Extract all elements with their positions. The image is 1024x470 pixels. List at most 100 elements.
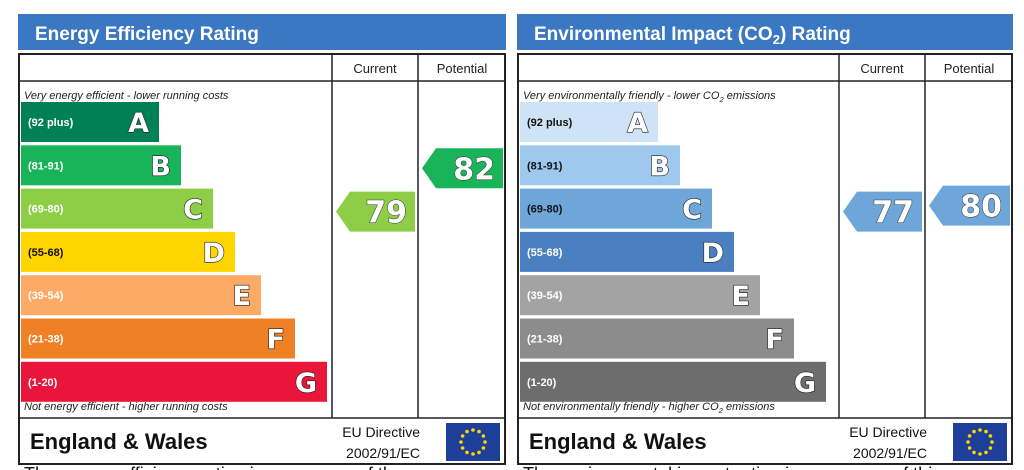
chart-frame	[18, 53, 506, 465]
bottom-note: Not environmentally friendly - higher CO…	[523, 401, 775, 415]
band-bar-e	[21, 275, 261, 316]
band-range-e: (39-54)	[527, 290, 563, 302]
region-label: England & Wales	[529, 429, 707, 454]
band-letter-g: G	[295, 368, 317, 399]
band-range-b: (81-91)	[527, 160, 563, 172]
title-part-end: ) Rating	[780, 24, 851, 45]
directive-line2: 2002/91/EC	[346, 445, 420, 461]
bottom-note: Not energy efficient - higher running co…	[24, 401, 228, 413]
eu-star	[984, 450, 988, 455]
band-letter-c: C	[183, 195, 203, 226]
footer-text: The energy efficiency rating is a measur…	[24, 464, 403, 470]
eu-flag-icon	[446, 423, 500, 461]
eu-star	[471, 428, 475, 432]
eu-star	[988, 446, 993, 450]
current-column-header: Current	[860, 61, 904, 76]
band-bar-c	[21, 188, 213, 229]
region-label: England & Wales	[30, 429, 208, 454]
band-letter-e: E	[233, 281, 251, 312]
band-letter-b: B	[150, 151, 171, 182]
band-letter-d: D	[702, 238, 724, 269]
eu-star	[972, 450, 976, 455]
eu-star	[967, 434, 972, 438]
potential-column-header: Potential	[944, 61, 995, 76]
bottom-note-text: Not environmentally friendly - higher CO	[523, 401, 719, 413]
eu-star	[966, 440, 970, 444]
eu-star	[481, 446, 486, 450]
band-letter-g: G	[794, 368, 816, 399]
title-bar	[517, 14, 1013, 50]
potential-rating-arrow	[929, 185, 1010, 226]
directive-line1: EU Directive	[342, 424, 420, 440]
chart-frame	[517, 53, 1013, 465]
band-range-c: (69-80)	[527, 204, 563, 216]
top-note: Very energy efficient - lower running co…	[24, 90, 229, 102]
band-bar-d	[21, 231, 235, 272]
eu-star	[988, 434, 993, 438]
band-bar-f	[21, 318, 295, 359]
band-bar-a	[21, 102, 159, 142]
band-range-c: (69-80)	[28, 204, 64, 216]
eu-star	[483, 440, 487, 444]
band-range-a: (92 plus)	[527, 117, 573, 129]
band-range-f: (21-38)	[527, 334, 563, 346]
band-bar-c	[520, 188, 712, 229]
eu-flag-icon	[953, 423, 1007, 461]
band-bar-g	[21, 361, 327, 402]
band-range-b: (81-91)	[28, 160, 64, 172]
title-bar	[18, 14, 506, 50]
top-note-end: emissions	[724, 90, 776, 102]
band-bar-e	[520, 275, 760, 316]
band-bar-g	[520, 361, 826, 402]
directive-line1: EU Directive	[849, 424, 927, 440]
chart-title: Energy Efficiency Rating	[35, 24, 259, 45]
band-letter-f: F	[766, 325, 784, 356]
band-letter-d: D	[203, 238, 225, 269]
top-note-subscript: 2	[718, 95, 724, 104]
eu-star	[465, 429, 469, 434]
band-letter-c: C	[682, 195, 702, 226]
band-range-d: (55-68)	[28, 247, 64, 259]
eu-star	[460, 434, 465, 438]
band-bar-b	[21, 145, 181, 186]
eu-star	[978, 428, 982, 432]
band-range-g: (1-20)	[28, 377, 58, 389]
band-range-a: (92 plus)	[28, 117, 74, 129]
band-letter-f: F	[267, 325, 285, 356]
top-note: Very environmentally friendly - lower CO…	[523, 90, 776, 104]
title-subscript: 2	[773, 32, 780, 47]
current-rating-arrow	[336, 191, 415, 232]
environmental-impact-chart: Environmental Impact (CO2) RatingCurrent…	[517, 14, 1013, 470]
eu-star	[460, 446, 465, 450]
top-note-text: Very energy efficient - lower running co…	[24, 90, 229, 102]
current-rating-arrow	[843, 191, 922, 232]
potential-rating-score: 80	[960, 190, 1002, 225]
top-note-text: Very environmentally friendly - lower CO	[523, 90, 720, 102]
potential-column-header: Potential	[437, 61, 488, 76]
directive-line2: 2002/91/EC	[853, 445, 927, 461]
bottom-note-subscript: 2	[718, 406, 724, 415]
band-range-f: (21-38)	[28, 334, 64, 346]
band-bar-d	[520, 231, 734, 272]
title-part: Environmental Impact (CO	[534, 24, 773, 45]
eu-star	[481, 434, 486, 438]
eu-star	[477, 450, 481, 455]
eu-star	[477, 429, 481, 434]
current-column-header: Current	[353, 61, 397, 76]
eu-star	[990, 440, 994, 444]
band-range-e: (39-54)	[28, 290, 64, 302]
current-rating-score: 79	[365, 196, 407, 231]
potential-rating-arrow	[422, 148, 503, 189]
band-range-g: (1-20)	[527, 377, 557, 389]
band-bar-a	[520, 102, 658, 142]
band-letter-a: A	[627, 108, 648, 139]
eu-star	[967, 446, 972, 450]
eu-star	[465, 450, 469, 455]
band-bar-b	[520, 145, 680, 186]
band-letter-e: E	[732, 281, 750, 312]
eu-star	[978, 452, 982, 456]
eu-star	[984, 429, 988, 434]
band-range-d: (55-68)	[527, 247, 563, 259]
eu-star	[972, 429, 976, 434]
eu-star	[459, 440, 463, 444]
